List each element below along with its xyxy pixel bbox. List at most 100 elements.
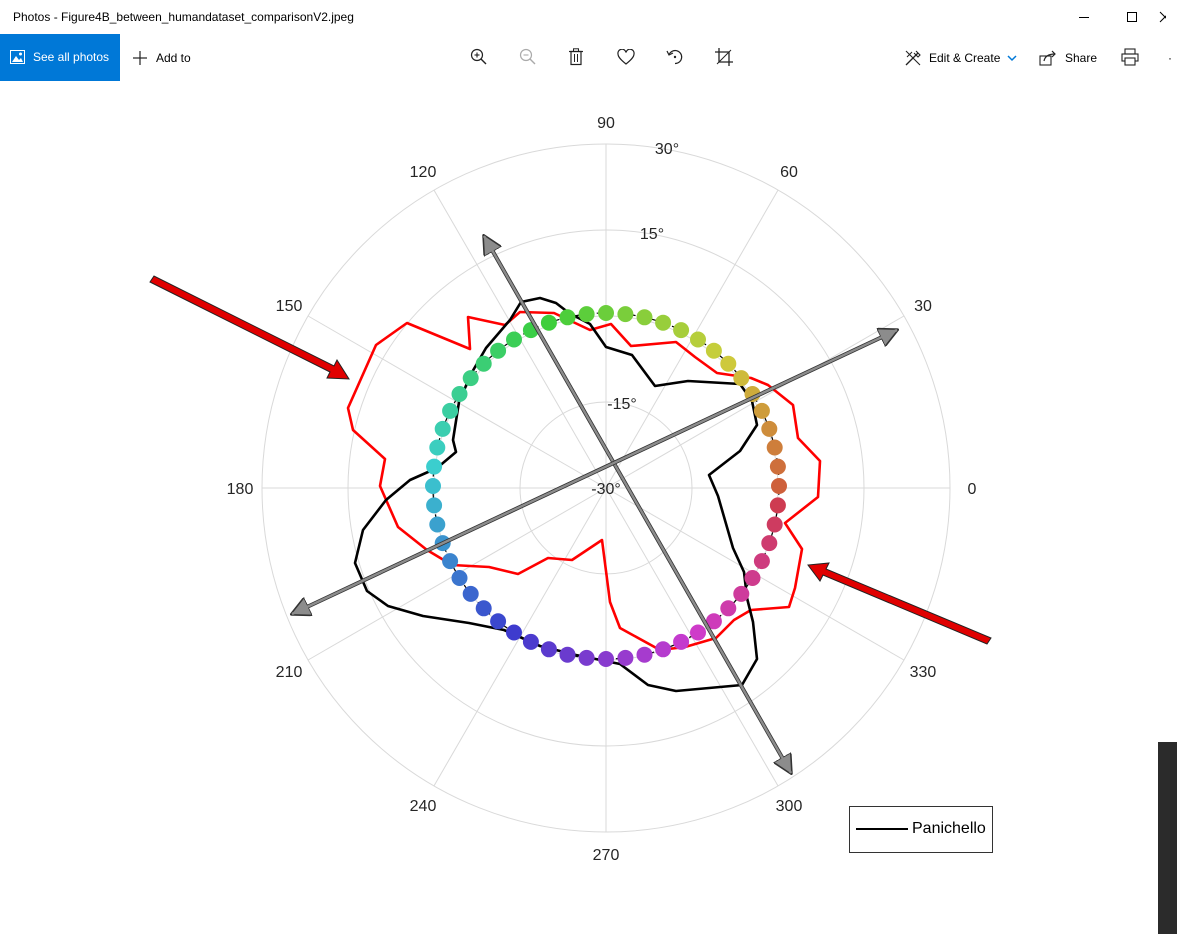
minimize-button[interactable] [1061, 0, 1107, 34]
print-icon [1121, 48, 1139, 66]
color-dot [426, 458, 443, 475]
angle-tick-label: 270 [593, 847, 620, 864]
photos-icon [10, 50, 25, 64]
color-dot [761, 420, 778, 437]
color-dot [761, 535, 778, 552]
delete-button[interactable] [565, 46, 587, 68]
color-dot [429, 439, 446, 456]
print-button[interactable] [1119, 46, 1141, 68]
crop-icon [715, 48, 733, 66]
close-icon [1159, 11, 1166, 23]
color-dot [578, 306, 595, 323]
more-options-label: · [1168, 50, 1172, 65]
color-dot [540, 314, 557, 331]
angle-tick-label: 60 [780, 164, 798, 181]
angle-tick-label: 180 [227, 481, 254, 498]
color-dot [451, 570, 468, 586]
color-dot [490, 342, 507, 359]
color-dot [766, 439, 783, 456]
color-dot [766, 516, 783, 533]
color-dot [451, 386, 468, 402]
favorite-button[interactable] [615, 46, 637, 68]
angle-tick-label: 330 [910, 664, 937, 681]
color-dot [475, 600, 492, 617]
polar-labels: 0 30 60 90 120 150 180 210 240 270 300 330 30° 15° -15… [227, 115, 977, 864]
see-all-photos-button[interactable]: See all photos [0, 34, 120, 81]
color-dot [705, 342, 722, 359]
color-dot [753, 402, 770, 419]
color-dot [425, 478, 441, 494]
red-arrow-left [149, 275, 350, 380]
color-dot [598, 651, 614, 667]
color-dot [506, 331, 522, 348]
color-dot [636, 309, 653, 326]
share-icon [1039, 50, 1056, 66]
radial-tick-label: 30° [655, 141, 679, 158]
rotate-icon [666, 49, 683, 65]
see-all-photos-label: See all photos [33, 50, 110, 64]
share-button[interactable]: Share [1039, 34, 1097, 81]
red-annotation-arrows [149, 275, 992, 645]
color-dot [673, 322, 690, 339]
color-dot [462, 370, 479, 387]
radial-tick-label: -15° [607, 396, 637, 413]
favorite-icon [617, 49, 635, 65]
grid-spoke-150 [307, 315, 607, 489]
color-dot [771, 478, 787, 494]
color-dot [769, 458, 786, 475]
color-dot [426, 497, 443, 514]
color-dot [655, 641, 672, 658]
title-bar: Photos - Figure4B_between_humandataset_c… [0, 0, 1177, 34]
edit-create-button[interactable]: Edit & Create [904, 34, 1017, 81]
radial-tick-label: 15° [640, 226, 664, 243]
angle-tick-label: 210 [276, 664, 303, 681]
color-dot [559, 646, 576, 663]
color-dot [442, 553, 459, 570]
color-dot [690, 331, 706, 348]
color-dot [617, 306, 634, 323]
legend: Panichello [849, 806, 993, 853]
delete-icon [569, 48, 583, 66]
zoom-out-button[interactable] [517, 46, 539, 68]
color-dot [753, 553, 770, 570]
close-button[interactable] [1154, 0, 1177, 34]
plus-icon [133, 50, 147, 65]
angle-tick-label: 30 [914, 298, 932, 315]
minimize-icon [1079, 17, 1089, 18]
color-dot [442, 402, 459, 419]
angle-tick-label: 90 [597, 115, 615, 132]
angle-tick-label: 0 [968, 481, 977, 498]
color-dot [475, 355, 492, 372]
color-dot [506, 624, 522, 641]
more-options-button[interactable]: · [1168, 34, 1172, 81]
color-dot [617, 649, 634, 666]
window-title: Photos - Figure4B_between_humandataset_c… [13, 10, 354, 24]
red-curve-series [346, 310, 822, 652]
radial-tick-label: -30° [591, 481, 621, 498]
rotate-button[interactable] [664, 46, 686, 68]
grid-spoke-30 [605, 315, 905, 489]
red-curve [346, 310, 822, 652]
zoom-in-button[interactable] [468, 46, 490, 68]
toolbar: See all photos Add to Edit & Create [0, 34, 1177, 81]
color-dot [733, 585, 750, 602]
add-to-button[interactable]: Add to [132, 34, 191, 81]
polar-chart: 0 30 60 90 120 150 180 210 240 270 300 330 30° 15° -15… [149, 115, 992, 864]
zoom-out-icon [519, 48, 536, 65]
color-dot [720, 600, 737, 617]
maximize-button[interactable] [1109, 0, 1155, 34]
color-dot [744, 570, 761, 586]
angle-tick-label: 150 [276, 298, 303, 315]
color-dot [578, 649, 595, 666]
color-dot [490, 613, 507, 630]
add-to-label: Add to [156, 50, 191, 65]
side-panel-edge [1158, 742, 1177, 934]
color-dot [559, 309, 576, 326]
color-dot [673, 633, 690, 650]
color-dot [429, 516, 446, 533]
color-dot [636, 646, 653, 663]
maximize-icon [1127, 12, 1137, 22]
gray-axis-arrows [292, 236, 897, 773]
red-arrow-right [807, 562, 992, 645]
crop-button[interactable] [713, 46, 735, 68]
